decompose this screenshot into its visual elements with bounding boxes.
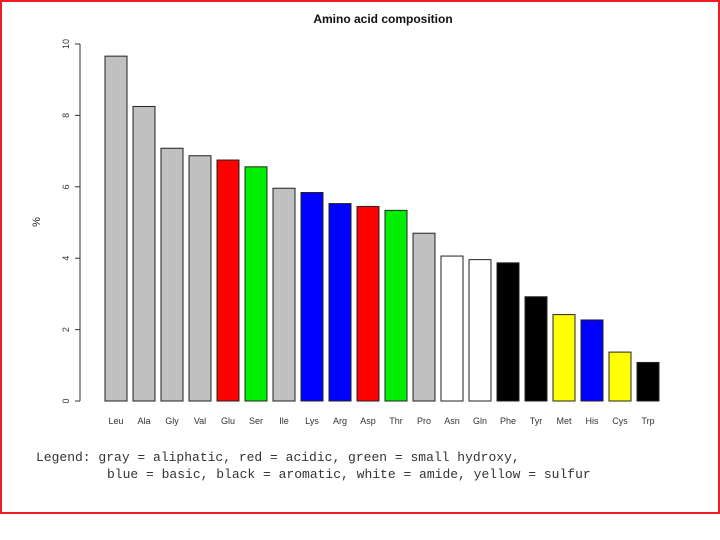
x-tick-label-ala: Ala bbox=[137, 416, 150, 426]
bar-asp bbox=[356, 205, 380, 402]
legend-line-1: Legend: gray = aliphatic, red = acidic, … bbox=[36, 450, 520, 465]
x-tick-label-his: His bbox=[586, 416, 599, 426]
y-tick-label: 0 bbox=[61, 398, 71, 403]
x-tick-label-pro: Pro bbox=[417, 416, 431, 426]
x-tick-label-ile: Ile bbox=[279, 416, 289, 426]
x-tick-label-trp: Trp bbox=[641, 416, 654, 426]
bars bbox=[104, 55, 660, 402]
legend-line-2: blue = basic, black = aromatic, white = … bbox=[107, 467, 591, 482]
x-tick-label-gln: Gln bbox=[473, 416, 487, 426]
x-tick-label-asp: Asp bbox=[360, 416, 376, 426]
bar-gln bbox=[468, 259, 492, 402]
y-tick-label: 10 bbox=[61, 39, 71, 49]
x-tick-label-asn: Asn bbox=[444, 416, 460, 426]
y-tick-label: 2 bbox=[61, 327, 71, 332]
bar-ile bbox=[272, 187, 296, 402]
x-tick-label-cys: Cys bbox=[612, 416, 628, 426]
x-axis-labels: Leu Ala Gly Val Glu Ser Ile Lys Arg Asp Thr Pro Asn G… bbox=[108, 416, 654, 426]
y-tick-label: 4 bbox=[61, 256, 71, 261]
x-tick-label-leu: Leu bbox=[108, 416, 123, 426]
bar-pro bbox=[412, 232, 436, 402]
y-axis-ticks: 0 2 4 6 8 10 bbox=[61, 39, 80, 404]
bar-cys bbox=[608, 351, 632, 402]
bar-asn bbox=[440, 255, 464, 402]
y-tick-label: 8 bbox=[61, 113, 71, 118]
y-tick-label: 6 bbox=[61, 184, 71, 189]
x-tick-label-lys: Lys bbox=[305, 416, 319, 426]
chart-title: Amino acid composition bbox=[313, 12, 452, 26]
x-tick-label-glu: Glu bbox=[221, 416, 235, 426]
x-tick-label-thr: Thr bbox=[389, 416, 403, 426]
bar-glu bbox=[216, 159, 240, 402]
bar-phe bbox=[496, 262, 520, 402]
x-tick-label-phe: Phe bbox=[500, 416, 516, 426]
x-tick-label-val: Val bbox=[194, 416, 206, 426]
bar-gly bbox=[160, 147, 184, 402]
bar-met bbox=[552, 314, 576, 402]
x-tick-label-gly: Gly bbox=[165, 416, 179, 426]
x-tick-label-ser: Ser bbox=[249, 416, 263, 426]
bar-lys bbox=[300, 192, 324, 402]
x-tick-label-met: Met bbox=[556, 416, 572, 426]
bar-leu bbox=[104, 55, 128, 402]
bar-his bbox=[580, 319, 604, 402]
bar-trp bbox=[636, 361, 660, 402]
x-tick-label-tyr: Tyr bbox=[530, 416, 543, 426]
bar-tyr bbox=[524, 296, 548, 402]
x-tick-label-arg: Arg bbox=[333, 416, 347, 426]
y-axis-label: % bbox=[31, 217, 43, 227]
bar-val bbox=[188, 155, 212, 402]
bar-ser bbox=[244, 166, 268, 402]
bar-arg bbox=[328, 203, 352, 402]
bar-ala bbox=[132, 105, 156, 402]
bar-thr bbox=[384, 209, 408, 402]
